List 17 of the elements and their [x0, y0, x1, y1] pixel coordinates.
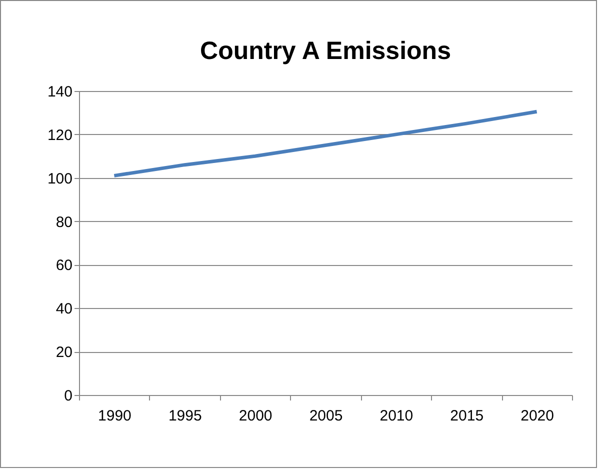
y-tick-label: 100 [47, 170, 72, 188]
y-tick-label: 120 [47, 126, 72, 144]
x-tick-label: 1990 [98, 408, 132, 424]
y-tick-label: 0 [64, 388, 72, 404]
x-tick-label: 2020 [520, 408, 554, 424]
line-series [112, 110, 539, 178]
y-tick-label: 140 [47, 84, 72, 100]
y-tick-label: 60 [56, 257, 72, 274]
x-tick-label: 2015 [450, 408, 484, 424]
x-tick-label: 1995 [168, 408, 202, 424]
x-tick-label: 2000 [238, 408, 272, 424]
y-tick-label: 80 [56, 214, 72, 231]
y-tick-label: 40 [56, 300, 72, 318]
y-tick-label: 20 [56, 344, 72, 362]
x-tick-label: 2005 [309, 408, 343, 424]
x-tick-label: 2010 [380, 408, 414, 424]
chart-title: Country A Emissions [200, 37, 451, 65]
